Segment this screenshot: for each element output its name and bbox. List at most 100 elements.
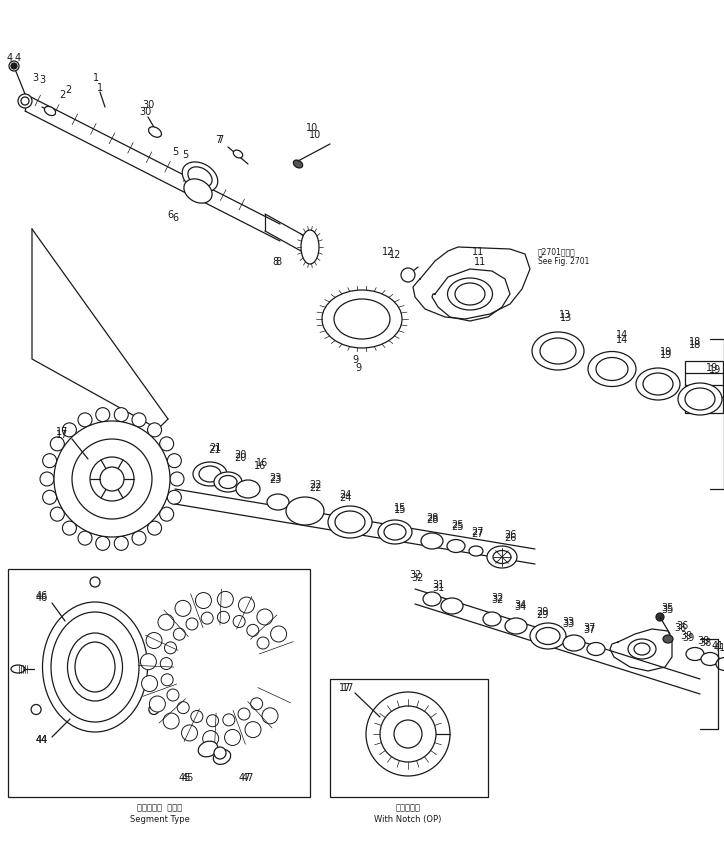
Ellipse shape <box>686 647 704 661</box>
Circle shape <box>201 612 213 624</box>
Ellipse shape <box>67 633 122 701</box>
Text: 14: 14 <box>616 334 628 345</box>
Circle shape <box>186 618 198 630</box>
Text: 35: 35 <box>662 602 674 612</box>
Ellipse shape <box>441 598 463 614</box>
Text: 22: 22 <box>308 483 321 492</box>
Text: セグメント  タイプ: セグメント タイプ <box>138 803 182 811</box>
Circle shape <box>164 642 177 654</box>
Circle shape <box>177 702 189 714</box>
Circle shape <box>158 614 174 630</box>
Text: 5: 5 <box>172 147 178 157</box>
Text: 11: 11 <box>472 247 484 257</box>
Text: 25: 25 <box>452 521 464 531</box>
Text: 18: 18 <box>689 337 701 346</box>
Ellipse shape <box>634 643 650 655</box>
Text: 36: 36 <box>674 623 686 632</box>
Text: 46: 46 <box>36 592 48 602</box>
Circle shape <box>160 658 172 670</box>
Circle shape <box>247 624 258 636</box>
Ellipse shape <box>301 230 319 264</box>
Circle shape <box>366 692 450 776</box>
Circle shape <box>148 423 161 438</box>
Ellipse shape <box>685 389 715 410</box>
Circle shape <box>31 705 41 715</box>
Text: 37: 37 <box>584 623 596 632</box>
Text: 6: 6 <box>172 212 178 223</box>
Text: 47: 47 <box>242 772 254 782</box>
Text: 44: 44 <box>36 734 48 744</box>
Text: 2: 2 <box>65 85 71 95</box>
Text: 2: 2 <box>59 90 65 100</box>
Ellipse shape <box>286 497 324 525</box>
Text: 切り欠き付: 切り欠き付 <box>395 803 421 811</box>
Circle shape <box>217 612 230 624</box>
Text: 8: 8 <box>272 257 278 267</box>
Ellipse shape <box>447 540 465 553</box>
Text: 16: 16 <box>254 461 266 471</box>
Circle shape <box>206 715 219 727</box>
Text: 22: 22 <box>308 479 321 490</box>
Circle shape <box>96 409 110 422</box>
Text: 6: 6 <box>167 210 173 220</box>
Circle shape <box>394 720 422 748</box>
Ellipse shape <box>678 384 722 415</box>
Text: 25: 25 <box>452 519 464 530</box>
Circle shape <box>217 592 233 607</box>
Circle shape <box>78 414 92 427</box>
Ellipse shape <box>493 551 511 564</box>
Circle shape <box>43 454 56 468</box>
Circle shape <box>140 654 156 670</box>
Circle shape <box>262 708 278 724</box>
Text: 18: 18 <box>689 339 701 350</box>
Ellipse shape <box>219 476 237 489</box>
Text: 41: 41 <box>714 642 724 653</box>
Text: 12: 12 <box>382 247 394 257</box>
Text: 3: 3 <box>32 73 38 83</box>
Text: 44: 44 <box>36 734 48 744</box>
Circle shape <box>62 423 77 438</box>
Text: 15: 15 <box>394 504 406 514</box>
Text: See Fig. 2701: See Fig. 2701 <box>538 258 589 266</box>
Ellipse shape <box>267 495 289 510</box>
Text: 27: 27 <box>471 528 483 538</box>
Ellipse shape <box>384 525 406 540</box>
Text: 13: 13 <box>560 313 572 322</box>
Ellipse shape <box>236 480 260 498</box>
Circle shape <box>238 597 254 613</box>
Text: 37: 37 <box>584 624 596 635</box>
Ellipse shape <box>663 635 673 643</box>
Text: 8: 8 <box>275 257 281 267</box>
Text: 1: 1 <box>97 83 103 93</box>
Text: 11: 11 <box>474 257 486 267</box>
Ellipse shape <box>75 642 115 692</box>
Circle shape <box>149 705 159 715</box>
Text: 32: 32 <box>409 569 421 579</box>
Ellipse shape <box>536 628 560 645</box>
Circle shape <box>90 457 134 502</box>
Circle shape <box>141 676 158 692</box>
Text: Segment Type: Segment Type <box>130 815 190 823</box>
Text: 30: 30 <box>139 107 151 117</box>
Text: 15: 15 <box>394 502 406 513</box>
Text: 12: 12 <box>389 250 401 259</box>
Circle shape <box>21 98 29 106</box>
Ellipse shape <box>378 520 412 544</box>
Circle shape <box>167 689 179 701</box>
Circle shape <box>163 713 179 729</box>
Circle shape <box>233 616 245 628</box>
Ellipse shape <box>199 467 221 483</box>
Circle shape <box>54 421 170 537</box>
Circle shape <box>257 609 273 625</box>
Ellipse shape <box>193 462 227 486</box>
Circle shape <box>173 629 185 641</box>
Ellipse shape <box>423 592 441 606</box>
Text: 13: 13 <box>559 310 571 320</box>
Text: 4: 4 <box>7 53 13 63</box>
Text: 21: 21 <box>208 444 220 455</box>
Ellipse shape <box>636 368 680 401</box>
Ellipse shape <box>148 128 161 138</box>
Text: 26: 26 <box>504 532 516 543</box>
Text: 4: 4 <box>15 53 21 63</box>
Circle shape <box>146 633 162 649</box>
